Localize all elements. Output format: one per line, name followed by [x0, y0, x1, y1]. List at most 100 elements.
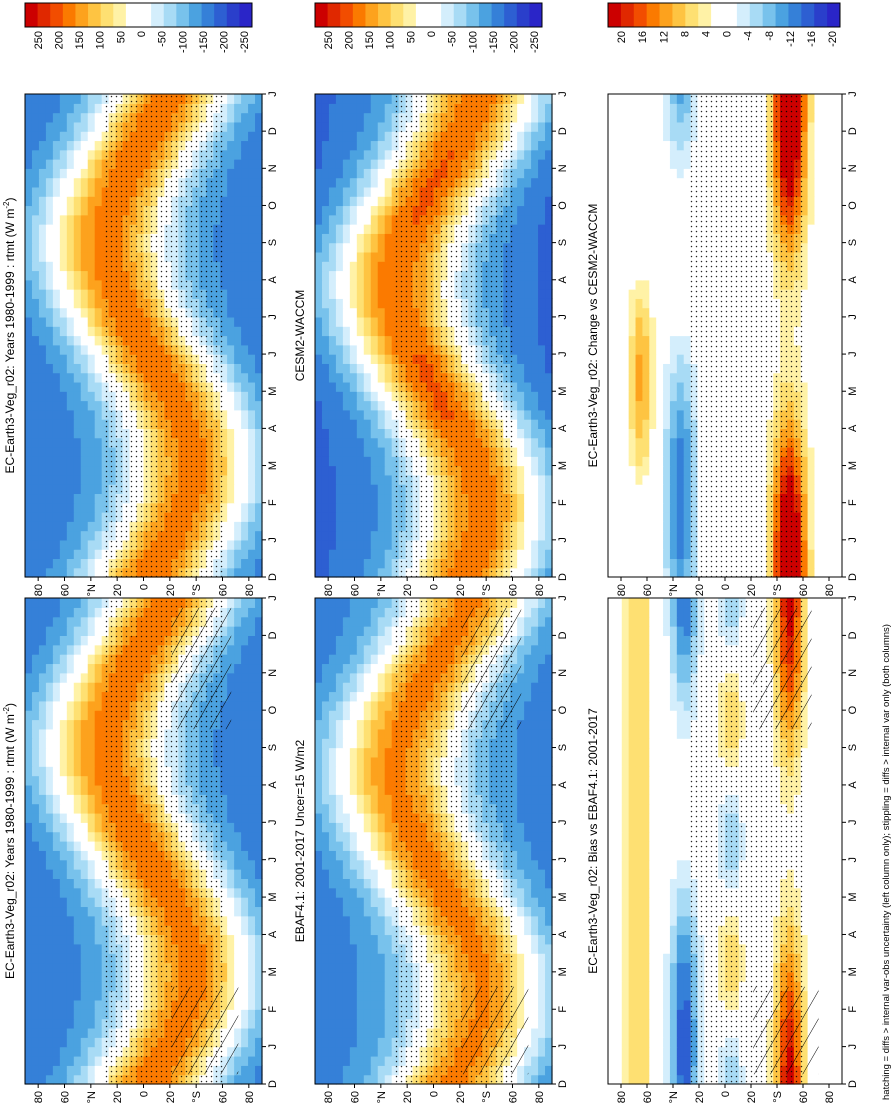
heatmap-cell — [255, 981, 263, 992]
heatmap-cell — [363, 915, 372, 926]
heatmap-cell — [25, 437, 33, 448]
heatmap-cell — [248, 878, 256, 889]
heatmap-cell — [38, 270, 47, 281]
heatmap-cell — [25, 756, 33, 767]
heatmap-cell — [73, 205, 82, 216]
heatmap-cell — [80, 1037, 89, 1048]
heatmap-cell — [45, 539, 54, 550]
heatmap-cell — [255, 635, 263, 646]
heatmap-cell — [94, 344, 103, 355]
heatmap-cell — [363, 887, 372, 898]
heatmap-cell — [255, 502, 263, 513]
heatmap-cell — [38, 465, 47, 476]
heatmap-cell — [363, 831, 372, 842]
heatmap-cell — [59, 1018, 68, 1029]
heatmap-cell — [25, 672, 33, 683]
heatmap-cell — [227, 428, 235, 439]
heatmap-cell — [25, 943, 33, 954]
heatmap-cell — [234, 644, 242, 655]
heatmap-cell — [94, 831, 103, 842]
heatmap-cell — [52, 990, 61, 1001]
heatmap-cell — [241, 521, 249, 532]
heatmap-cell — [59, 981, 68, 992]
heatmap-cell — [52, 906, 61, 917]
colorbar-swatch — [201, 3, 215, 27]
heatmap-cell — [59, 484, 68, 495]
heatmap-cell — [356, 1046, 365, 1057]
heatmap-cell — [66, 419, 75, 429]
heatmap-cell — [25, 159, 33, 169]
colorbar-swatch — [188, 3, 202, 27]
heatmap-cell — [94, 803, 103, 814]
heatmap-cell — [66, 149, 75, 160]
time-tick-label: M — [267, 967, 279, 976]
heatmap-cell — [342, 775, 351, 786]
heatmap-cell — [38, 728, 47, 739]
heatmap-cell — [66, 812, 75, 823]
heatmap-cell — [248, 682, 256, 693]
heatmap-cell — [370, 812, 379, 823]
heatmap-cell — [531, 1046, 539, 1057]
heatmap-cell — [531, 766, 539, 777]
heatmap-cell — [349, 943, 358, 954]
heatmap-cell — [370, 775, 379, 786]
heatmap-cell — [87, 616, 96, 627]
heatmap-cell — [248, 925, 256, 936]
heatmap-cell — [349, 812, 358, 823]
heatmap-cell — [377, 766, 386, 777]
heatmap-cell — [59, 906, 68, 917]
heatmap-cell — [377, 1037, 386, 1048]
time-tick-label: A — [267, 424, 279, 432]
colorbar-swatch — [25, 3, 39, 27]
heatmap-cell — [356, 738, 365, 749]
heatmap-cell — [545, 766, 553, 777]
heatmap-cell — [94, 502, 103, 513]
heatmap-cell — [241, 1046, 249, 1057]
heatmap-cell — [356, 859, 365, 870]
heatmap-cell — [391, 1037, 400, 1048]
heatmap-cell — [45, 316, 54, 327]
heatmap-cell — [52, 149, 61, 160]
heatmap-cell — [38, 521, 47, 532]
heatmap-cell — [25, 962, 33, 973]
heatmap-cell — [342, 822, 351, 833]
heatmap-cell — [38, 289, 47, 299]
heatmap-cell — [73, 1009, 82, 1020]
heatmap-cell — [241, 812, 249, 823]
heatmap-cell — [241, 999, 249, 1010]
heatmap-cell — [73, 1018, 82, 1029]
heatmap-cell — [255, 307, 263, 318]
heatmap-cell — [248, 859, 256, 870]
heatmap-cell — [25, 803, 33, 814]
heatmap-cell — [255, 663, 263, 674]
heatmap-cell — [31, 186, 40, 197]
heatmap-cell — [52, 794, 61, 805]
heatmap-cell — [66, 1046, 75, 1057]
heatmap-cell — [101, 242, 110, 253]
heatmap-cell — [241, 1055, 249, 1066]
heatmap-cell — [101, 465, 110, 476]
heatmap-cell — [517, 784, 525, 795]
heatmap-cell — [255, 616, 263, 627]
heatmap-cell — [66, 205, 75, 216]
heatmap-cell — [241, 149, 249, 160]
heatmap-cell — [73, 700, 82, 711]
heatmap-cell — [52, 205, 61, 216]
heatmap-cell — [234, 598, 242, 608]
heatmap-cell — [101, 103, 110, 114]
heatmap-cell — [52, 372, 61, 383]
heatmap-cell — [31, 906, 40, 917]
heatmap-cell — [227, 261, 235, 272]
heatmap-cell — [241, 354, 249, 364]
heatmap-cell — [234, 663, 242, 674]
heatmap-cell — [80, 850, 89, 861]
heatmap-cell — [255, 878, 263, 889]
heatmap-cell — [335, 822, 344, 833]
heatmap-cell — [38, 205, 47, 216]
heatmap-cell — [38, 1037, 47, 1048]
heatmap-cell — [227, 446, 235, 457]
heatmap-cell — [25, 186, 33, 197]
heatmap-cell — [524, 1074, 532, 1085]
heatmap-cell — [80, 869, 89, 879]
